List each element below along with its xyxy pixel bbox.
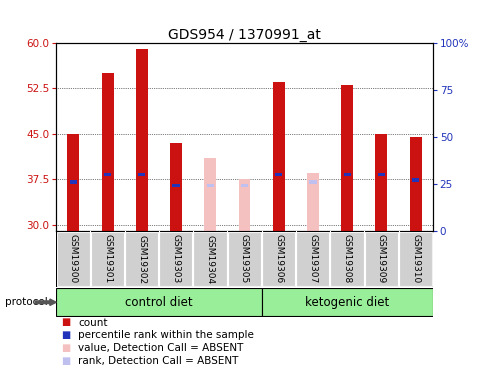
Text: ■: ■ [61, 318, 70, 327]
Text: percentile rank within the sample: percentile rank within the sample [78, 330, 254, 340]
Bar [204, 158, 216, 231]
Bar [91, 232, 124, 286]
Bar [306, 173, 318, 231]
Bar [296, 232, 329, 286]
Text: GSM19310: GSM19310 [410, 234, 419, 284]
Text: GSM19305: GSM19305 [240, 234, 248, 284]
Bar [275, 172, 282, 176]
Text: GSM19308: GSM19308 [342, 234, 351, 284]
Text: ■: ■ [61, 356, 70, 366]
Bar [67, 134, 79, 231]
Bar [102, 74, 113, 231]
Bar [125, 232, 158, 286]
Bar [411, 178, 418, 182]
Bar [104, 172, 111, 176]
Text: ■: ■ [61, 330, 70, 340]
Text: GSM19306: GSM19306 [274, 234, 283, 284]
Bar [309, 180, 316, 184]
Text: GSM19309: GSM19309 [376, 234, 385, 284]
Bar [70, 180, 77, 184]
Bar [261, 288, 432, 316]
Bar [170, 143, 182, 231]
Text: value, Detection Call = ABSENT: value, Detection Call = ABSENT [78, 343, 243, 353]
Bar [193, 232, 226, 286]
Bar [159, 232, 192, 286]
Bar [375, 134, 386, 231]
Bar [343, 172, 350, 176]
Text: count: count [78, 318, 107, 327]
Text: GSM19307: GSM19307 [308, 234, 317, 284]
Bar [341, 86, 352, 231]
Bar [138, 172, 145, 176]
Text: rank, Detection Call = ABSENT: rank, Detection Call = ABSENT [78, 356, 238, 366]
Bar [409, 137, 421, 231]
Text: ■: ■ [61, 343, 70, 353]
Text: protocol: protocol [5, 297, 47, 307]
Bar [377, 172, 384, 176]
Bar [241, 184, 247, 188]
Bar [136, 49, 147, 231]
Bar [364, 232, 397, 286]
Text: GSM19300: GSM19300 [69, 234, 78, 284]
Bar [262, 232, 295, 286]
Bar [206, 184, 213, 188]
Bar [272, 82, 284, 231]
Bar [172, 184, 179, 188]
Text: GSM19304: GSM19304 [205, 235, 214, 284]
Text: GSM19302: GSM19302 [137, 235, 146, 284]
Text: ketogenic diet: ketogenic diet [305, 296, 388, 309]
Bar [56, 288, 261, 316]
Bar [57, 232, 90, 286]
Bar [227, 232, 261, 286]
Text: GSM19301: GSM19301 [103, 234, 112, 284]
Bar [398, 232, 431, 286]
Text: control diet: control diet [125, 296, 192, 309]
Bar [238, 179, 250, 231]
Text: GSM19303: GSM19303 [171, 234, 180, 284]
Bar [330, 232, 363, 286]
Title: GDS954 / 1370991_at: GDS954 / 1370991_at [168, 28, 320, 42]
